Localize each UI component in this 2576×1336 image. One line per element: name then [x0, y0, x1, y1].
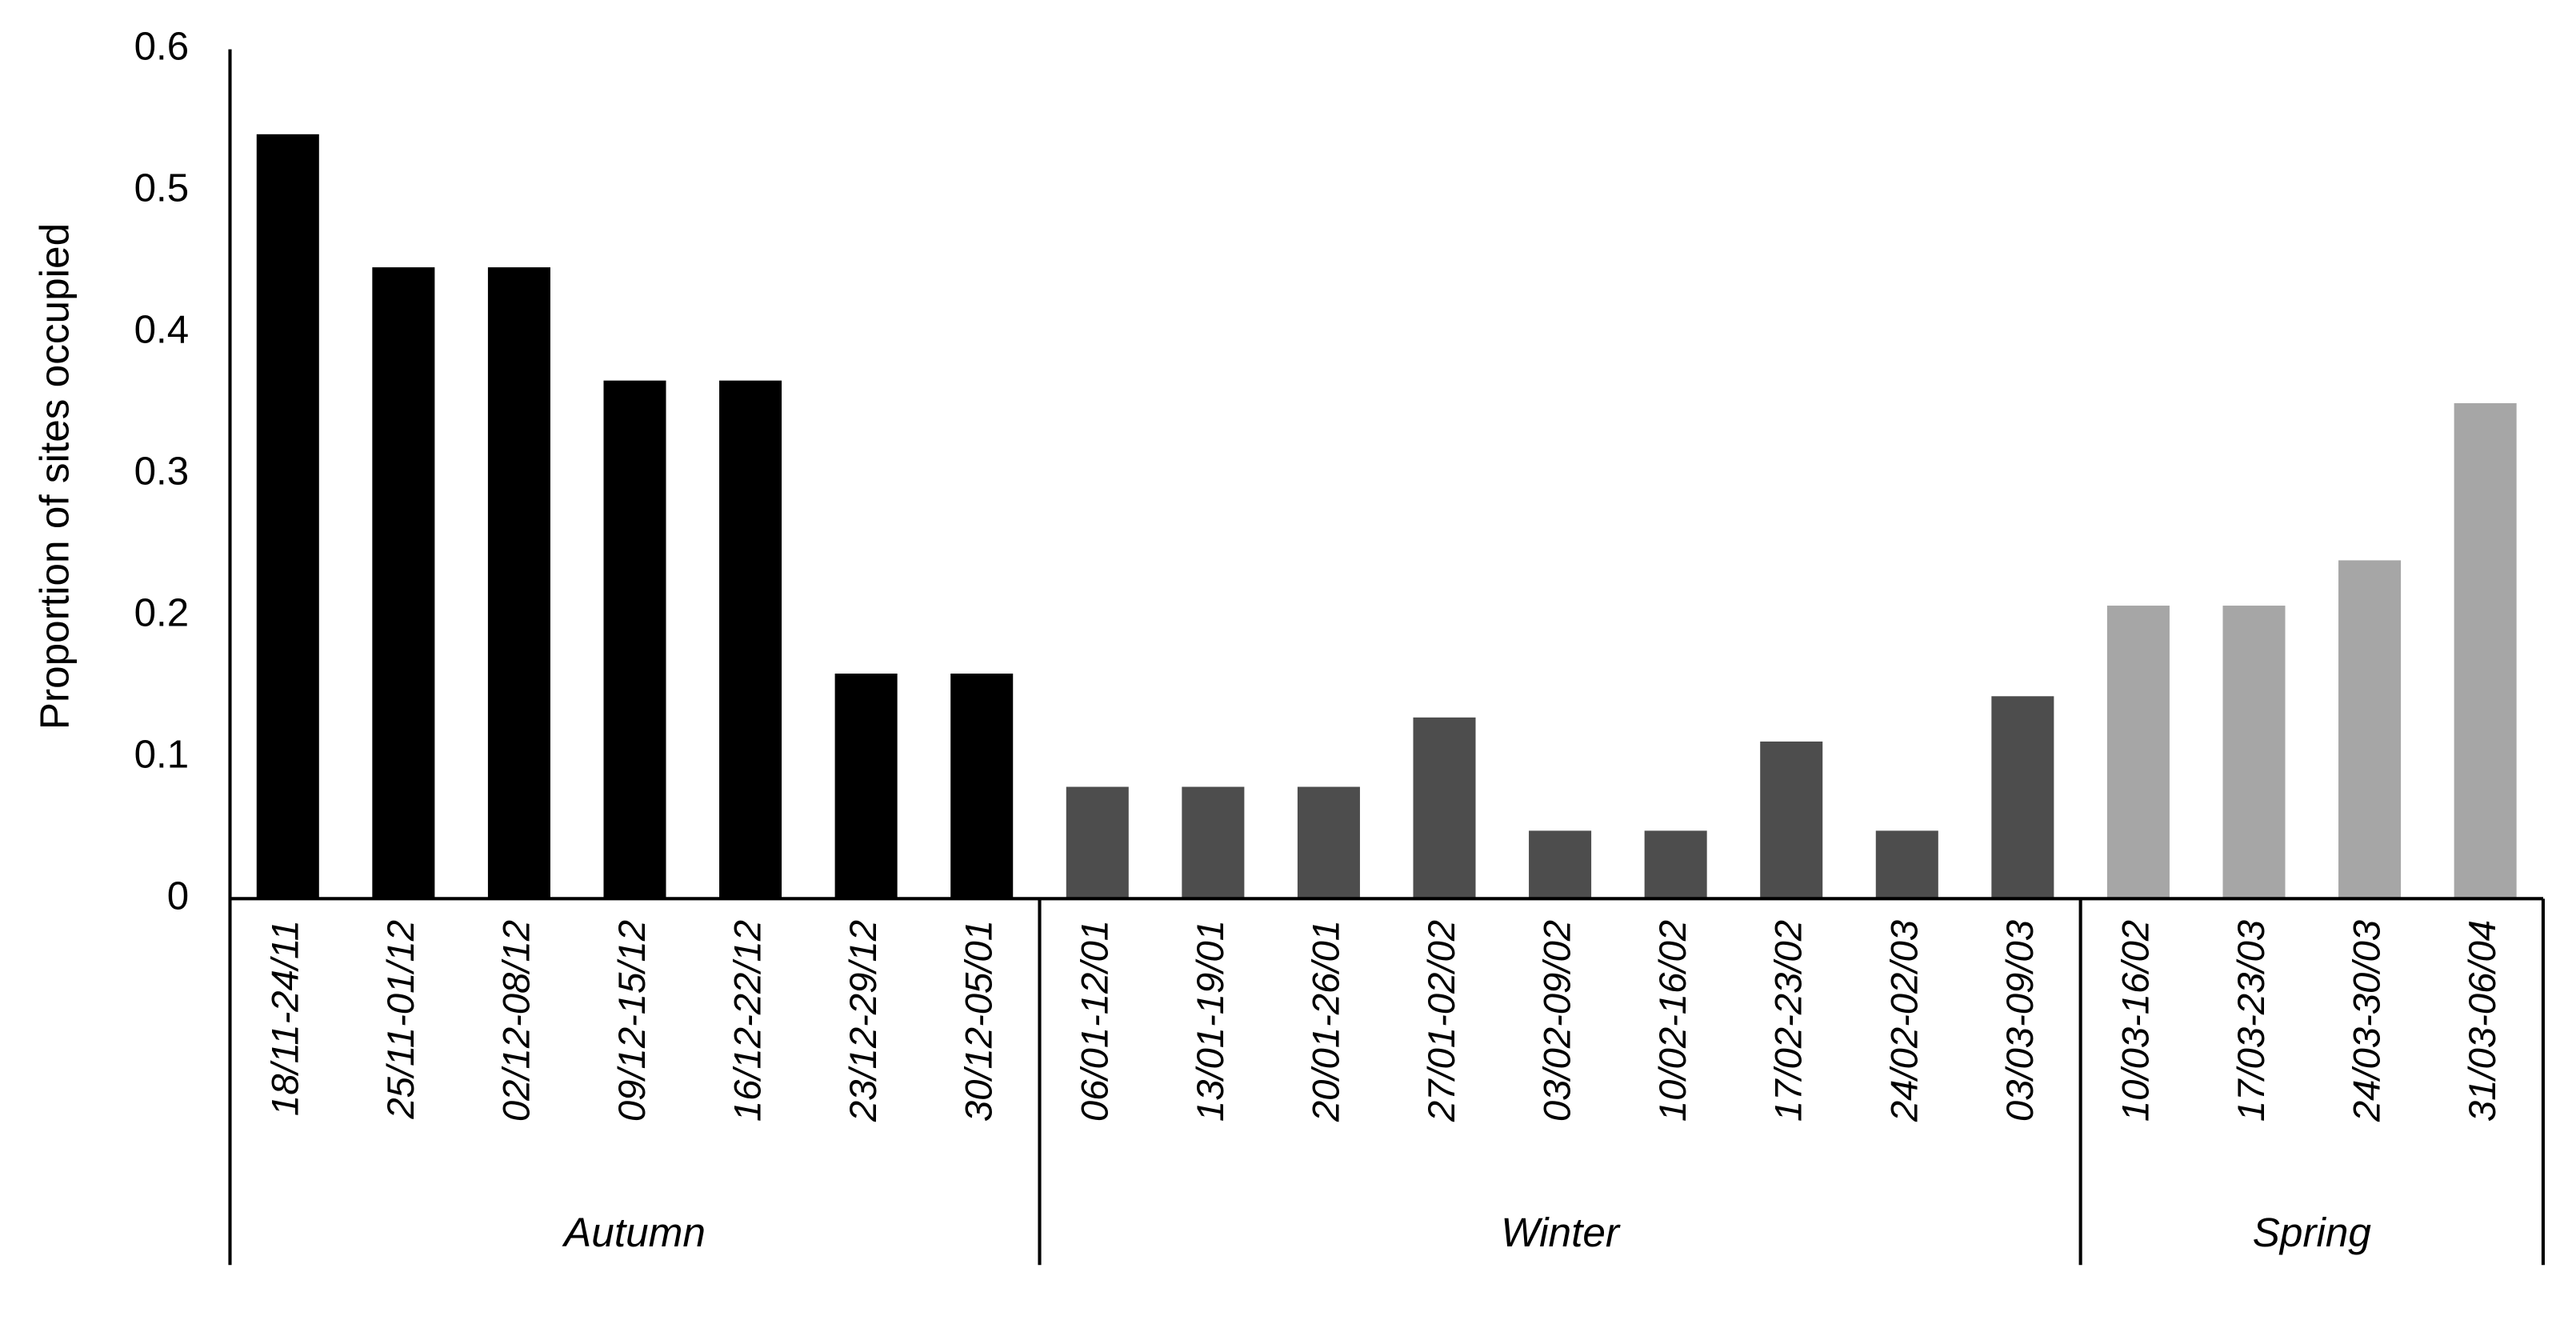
- group-label: Winter: [1501, 1210, 1621, 1255]
- bar: [1413, 717, 1476, 899]
- y-axis-label: Proportion of sites occupied: [31, 223, 77, 730]
- bar: [2338, 560, 2402, 899]
- x-tick-label: 03/02-09/02: [1537, 920, 1579, 1122]
- y-tick-label: 0.6: [134, 25, 190, 69]
- x-tick-label: 10/03-16/02: [2114, 920, 2157, 1122]
- x-tick-label: 10/02-16/02: [1652, 920, 1694, 1122]
- group-label: Autumn: [562, 1210, 706, 1255]
- y-tick-label: 0.1: [134, 732, 190, 776]
- y-tick-label: 0.2: [134, 590, 190, 634]
- x-tick-label: 02/12-08/12: [495, 920, 538, 1122]
- x-tick-label: 20/01-26/01: [1305, 920, 1347, 1122]
- bar: [256, 134, 319, 899]
- group-label: Spring: [2253, 1210, 2372, 1255]
- bar: [2222, 606, 2286, 899]
- bar: [1760, 741, 1823, 899]
- x-tick-label: 03/03-09/03: [1999, 920, 2042, 1122]
- bar: [950, 673, 1014, 899]
- bar: [372, 267, 435, 899]
- x-tick-label: 31/03-06/04: [2462, 920, 2504, 1122]
- x-tick-label: 17/03-23/03: [2230, 920, 2273, 1122]
- x-tick-label: 18/11-24/11: [264, 920, 306, 1116]
- bar: [603, 380, 666, 899]
- bar: [834, 673, 898, 899]
- x-tick-label: 24/03-30/03: [2346, 920, 2389, 1122]
- bar: [1644, 830, 1707, 899]
- bar: [1875, 830, 1938, 899]
- x-tick-label: 24/02-02/03: [1883, 920, 1926, 1122]
- bar: [1066, 786, 1129, 899]
- bar: [487, 267, 550, 899]
- y-tick-label: 0.5: [134, 166, 190, 210]
- y-tick-label: 0: [167, 874, 189, 918]
- bar: [719, 380, 782, 899]
- y-tick-label: 0.4: [134, 308, 190, 352]
- bar: [1991, 696, 2054, 899]
- bar: [2106, 606, 2170, 899]
- x-tick-label: 09/12-15/12: [611, 920, 654, 1122]
- y-tick-label: 0.3: [134, 449, 190, 493]
- x-tick-label: 30/12-05/01: [958, 920, 1001, 1122]
- x-tick-label: 25/11-01/12: [380, 920, 422, 1120]
- bar: [1529, 830, 1592, 899]
- x-tick-label: 06/01-12/01: [1074, 920, 1116, 1122]
- x-tick-label: 27/01-02/02: [1421, 920, 1463, 1122]
- bar: [1297, 786, 1360, 899]
- x-tick-label: 23/12-29/12: [842, 920, 885, 1122]
- bar: [1182, 786, 1245, 899]
- x-tick-label: 17/02-23/02: [1768, 920, 1810, 1122]
- x-tick-label: 13/01-19/01: [1190, 920, 1232, 1122]
- x-tick-label: 16/12-22/12: [727, 920, 770, 1122]
- bar: [2454, 402, 2517, 899]
